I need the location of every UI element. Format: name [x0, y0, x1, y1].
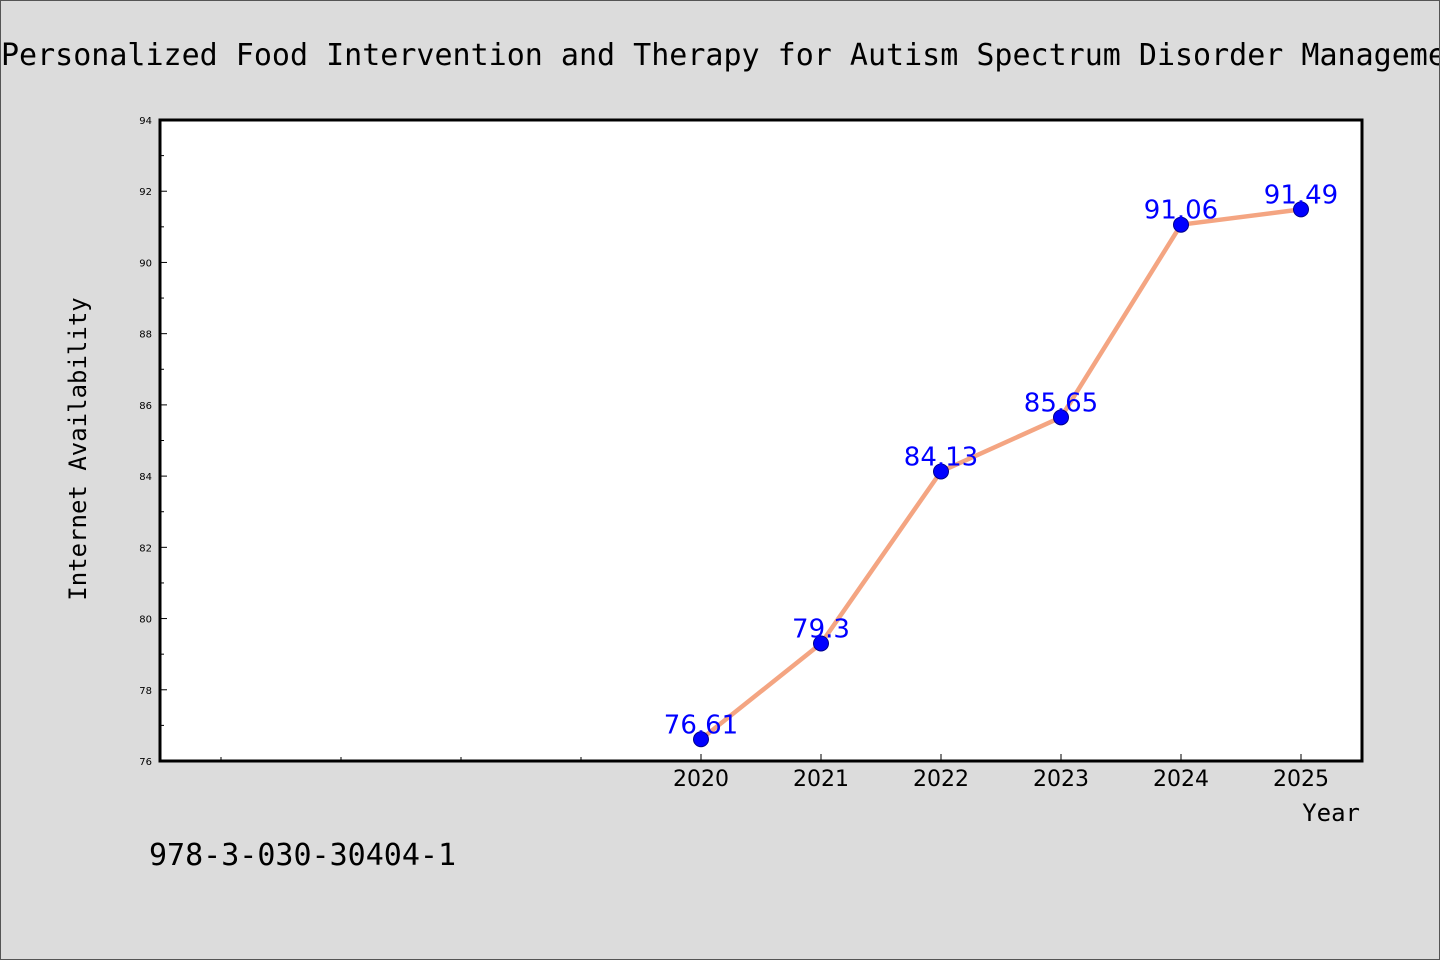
y-tick-label: 88: [139, 330, 152, 341]
data-label: 85.65: [1024, 388, 1098, 418]
data-point: [1053, 409, 1069, 426]
data-label: 91.49: [1264, 180, 1338, 210]
x-tick-label: 2023: [1033, 767, 1089, 792]
data-point: [693, 731, 709, 748]
y-tick-label: 84: [139, 472, 152, 483]
footer-code: 978-3-030-30404-1: [149, 838, 456, 873]
y-tick-label: 94: [139, 116, 152, 127]
x-tick-label: 2021: [793, 767, 849, 792]
x-tick-label: 2024: [1153, 767, 1209, 792]
x-axis-label: Year: [1302, 799, 1360, 827]
data-point: [933, 463, 949, 480]
y-axis-label: Internet Availability: [64, 297, 92, 600]
y-tick-label: 90: [139, 258, 152, 269]
y-tick-label: 82: [139, 543, 152, 554]
y-tick-label: 92: [139, 187, 152, 198]
x-tick-label: 2020: [673, 767, 729, 792]
data-label: 76.61: [664, 710, 738, 740]
series-layer: 76.61 79.3 84.13 85.65 91.06 91.49: [664, 180, 1338, 748]
x-axis-ticks: 2020 2021 2022 2023 2024 2025: [220, 754, 1329, 792]
data-point: [1293, 201, 1309, 218]
y-tick-label: 76: [139, 757, 152, 768]
y-axis-ticks: 76 78 80 82 84 86 88 90 92 94: [139, 116, 167, 768]
data-label: 79.3: [792, 614, 850, 644]
series-line: [698, 207, 1304, 742]
data-label: 91.06: [1144, 196, 1218, 226]
data-point: [813, 635, 829, 652]
data-point: [1173, 216, 1189, 233]
x-tick-label: 2025: [1273, 767, 1329, 792]
y-tick-label: 80: [139, 615, 152, 626]
x-tick-label: 2022: [913, 767, 969, 792]
y-tick-label: 78: [139, 686, 152, 697]
data-label: 84.13: [904, 442, 978, 472]
chart-title: Personalized Food Intervention and Thera…: [1, 38, 1439, 73]
plot-area: [158, 118, 1364, 763]
y-tick-label: 86: [139, 401, 152, 412]
